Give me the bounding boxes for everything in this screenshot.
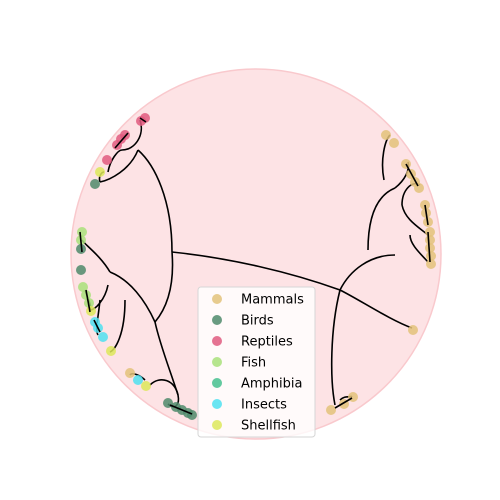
- leaf-fish: [81, 290, 91, 300]
- leaf-nodes: [76, 113, 436, 420]
- leaf-bird: [187, 410, 197, 420]
- legend-marker: [212, 399, 222, 409]
- leaf-reptile: [102, 155, 112, 165]
- leaf-ticks: [79, 117, 431, 415]
- branch-right-up: [367, 187, 396, 251]
- leaf-shellfish: [141, 381, 151, 391]
- leaf-mammal: [326, 405, 336, 415]
- branch-right-d: [409, 234, 429, 263]
- legend-label: Insects: [241, 398, 287, 413]
- leaf-mammal: [414, 183, 424, 193]
- leaf-shellfish: [95, 167, 105, 177]
- leaf-mammal: [426, 251, 436, 261]
- legend-marker: [212, 378, 222, 388]
- branch-low-1: [149, 379, 179, 396]
- branch-top-3: [107, 149, 123, 173]
- branch-right-main: [339, 254, 396, 291]
- leaf-mammal: [125, 368, 135, 378]
- leaf-mammal: [426, 259, 436, 269]
- leaf-mammal: [425, 243, 435, 253]
- leaf-mammal: [408, 325, 418, 335]
- background-disc: [70, 68, 442, 440]
- legend-marker: [212, 357, 222, 367]
- legend-label: Fish: [241, 356, 266, 371]
- legend-label: Reptiles: [241, 335, 293, 350]
- branch-top-1: [99, 149, 139, 183]
- leaf-fish: [78, 282, 88, 292]
- legend-marker: [212, 315, 222, 325]
- root-branch: [171, 251, 341, 291]
- branch-mid-1: [109, 271, 156, 323]
- leaf-mammal: [425, 235, 435, 245]
- leaf-shellfish: [86, 306, 96, 316]
- branch-left-main: [137, 149, 173, 253]
- legend-label: Amphibia: [241, 377, 303, 392]
- leaf-mammal: [348, 392, 358, 402]
- legend-marker: [212, 294, 222, 304]
- leaf-bird: [76, 265, 86, 275]
- leaf-insect: [133, 375, 143, 385]
- leaf-bird: [90, 179, 100, 189]
- legend-marker: [212, 420, 222, 430]
- leaf-shellfish: [106, 346, 116, 356]
- branch-left-lower: [154, 251, 174, 323]
- branch-right-low: [339, 289, 413, 329]
- leaf-mammal: [381, 130, 391, 140]
- legend: Mammals Birds Reptiles Fish Amphibia Insects S…: [197, 286, 316, 438]
- leaf-insect: [98, 332, 108, 342]
- legend-label: Mammals: [241, 293, 304, 308]
- legend-label: Shellfish: [241, 419, 296, 434]
- branch-right-down: [330, 289, 341, 406]
- legend-box: [197, 286, 316, 438]
- legend-label: Birds: [241, 314, 274, 329]
- leaf-mammal: [389, 138, 399, 148]
- legend-marker: [212, 336, 222, 346]
